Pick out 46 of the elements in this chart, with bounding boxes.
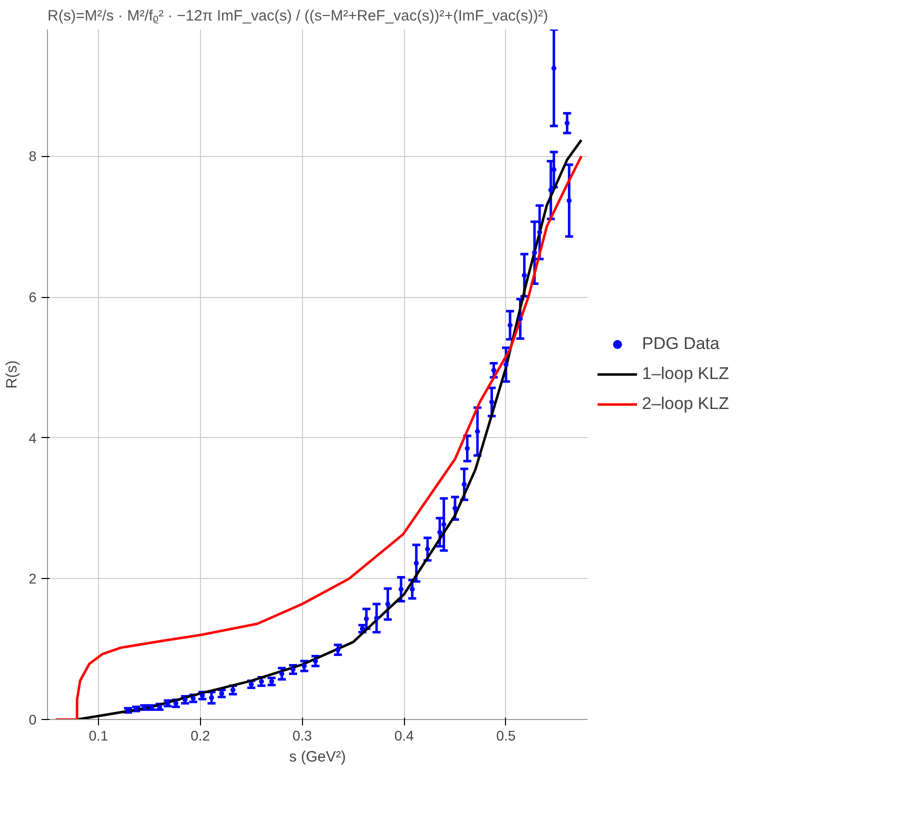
point xyxy=(312,658,318,664)
point xyxy=(410,586,415,592)
point xyxy=(441,522,446,527)
point xyxy=(425,546,430,552)
point xyxy=(335,647,340,652)
point xyxy=(462,482,467,487)
point xyxy=(398,586,404,592)
point xyxy=(551,66,556,71)
point xyxy=(364,616,369,622)
point xyxy=(489,399,494,404)
point xyxy=(508,322,513,328)
point xyxy=(302,663,307,668)
point xyxy=(414,560,419,566)
point xyxy=(464,446,470,451)
y-tick-label: 0 xyxy=(28,712,37,728)
point xyxy=(452,506,458,511)
point xyxy=(374,616,380,621)
y-tick-label: 6 xyxy=(28,289,37,306)
point xyxy=(474,429,480,434)
x-tick-label: 0.5 xyxy=(496,728,516,744)
point xyxy=(503,362,508,368)
point xyxy=(209,695,214,700)
point xyxy=(566,198,572,204)
point xyxy=(518,316,523,322)
y-tick-label: 4 xyxy=(28,430,37,446)
legend-label: 1–loop KLZ xyxy=(642,364,729,384)
x-tick-label: 0.4 xyxy=(394,728,414,744)
legend-label: PDG Data xyxy=(642,334,720,354)
point xyxy=(491,368,496,373)
point xyxy=(564,120,570,126)
x-tick-label: 0.2 xyxy=(190,728,210,744)
point xyxy=(279,671,284,676)
point xyxy=(548,188,554,193)
point xyxy=(522,272,527,278)
x-tick-label: 0.3 xyxy=(292,728,312,744)
point xyxy=(385,602,390,607)
point xyxy=(437,530,442,535)
y-tick-label: 2 xyxy=(28,570,37,587)
x-tick-label: 0.1 xyxy=(88,728,108,744)
y-tick-label: 8 xyxy=(28,148,37,164)
y-axis-title: R(s) xyxy=(4,360,21,389)
x-axis-title: s (GeV²) xyxy=(289,748,346,766)
chart-title: R(s)=M²/s · M²/fᵨ² · −12π ImF_vac(s) / ((s−M²+ReF_vac(s))²+(ImF_vac(s))²) xyxy=(48,8,548,24)
legend-label: 2–loop KLZ xyxy=(642,394,729,414)
point xyxy=(532,250,538,256)
point xyxy=(537,230,542,235)
